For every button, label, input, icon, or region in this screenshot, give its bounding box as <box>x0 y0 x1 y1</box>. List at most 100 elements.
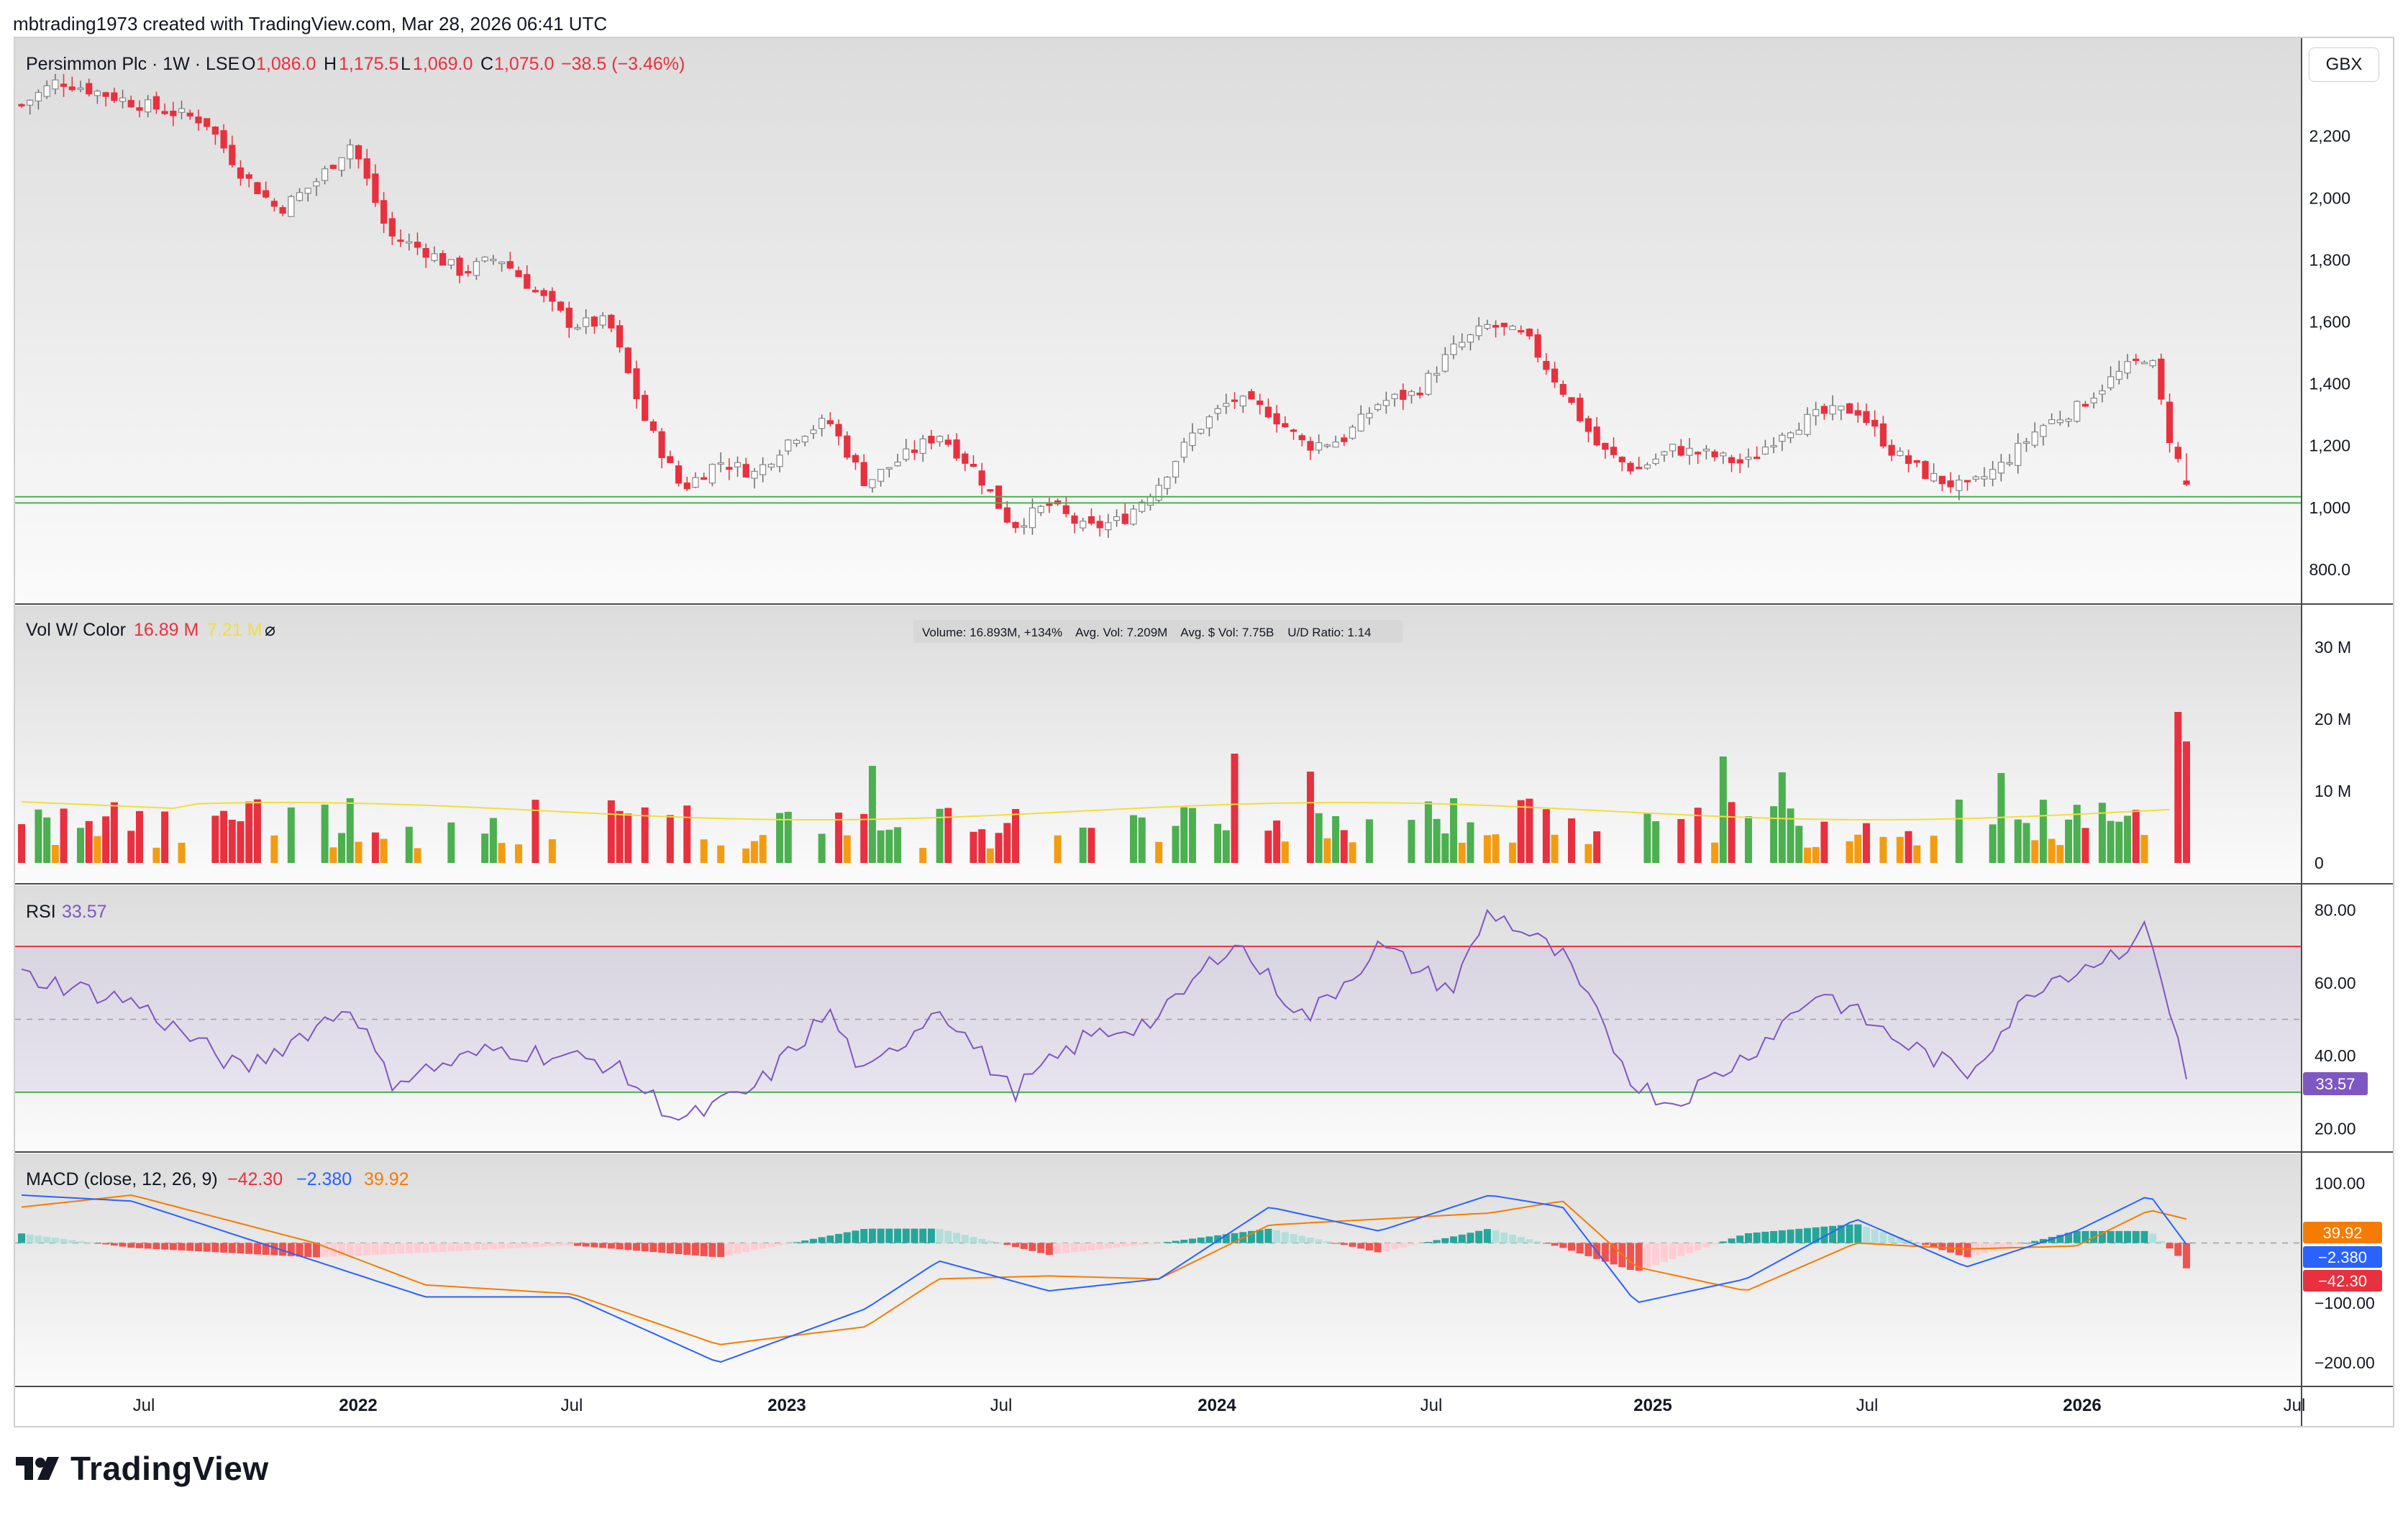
currency-button[interactable]: GBX <box>2309 47 2379 82</box>
macd-hist-bar <box>978 1238 986 1243</box>
candle-body <box>1745 457 1752 460</box>
volume-bar <box>1542 809 1550 863</box>
volume-bar <box>1846 841 1853 863</box>
macd-hist-bar <box>1475 1230 1483 1243</box>
volume-bar <box>2031 840 2039 863</box>
macd-hist-bar <box>750 1243 758 1251</box>
candle-body <box>1602 442 1609 450</box>
macd-hist-bar <box>793 1242 801 1243</box>
macd-hist-bar <box>970 1237 977 1243</box>
macd-hist-bar <box>565 1243 573 1246</box>
candle-body <box>1795 429 1802 435</box>
volume-bar <box>894 827 902 863</box>
volume-bar <box>355 841 362 863</box>
volume-series <box>18 712 2190 863</box>
macd-hist-bar <box>2174 1243 2182 1256</box>
volume-label[interactable]: Vol W/ Color <box>26 620 126 640</box>
macd-hist-bar <box>178 1243 186 1251</box>
macd-hist-bar <box>632 1243 640 1251</box>
candle-body <box>473 261 480 276</box>
candle-body <box>936 436 944 442</box>
ohlc-h-value: 1,175.5 <box>339 54 398 74</box>
volume-bar <box>532 800 539 863</box>
volume-bar <box>346 798 354 863</box>
macd-hist-bar <box>1921 1243 1929 1245</box>
volume-bar <box>1744 816 1752 863</box>
candle-body <box>708 464 716 484</box>
macd-hist-bar <box>279 1243 287 1256</box>
candle-body <box>127 100 134 108</box>
hist-price-tag-text: −42.30 <box>2318 1272 2367 1290</box>
macd-hist-bar <box>1879 1232 1887 1243</box>
macd-hist-bar <box>1534 1241 1542 1243</box>
candle-body <box>102 92 109 97</box>
macd-hist-bar <box>473 1243 480 1251</box>
macd-hist-bar <box>1761 1231 1769 1243</box>
candle-body <box>751 470 758 479</box>
macd-hist-bar <box>2048 1237 2056 1243</box>
candle-body <box>1964 480 1971 483</box>
macd-hist-bar <box>590 1243 598 1248</box>
macd-price-tag-text: −2.380 <box>2318 1248 2367 1266</box>
macd-hist-bar <box>1483 1229 1491 1243</box>
macd-signal-line <box>21 1194 2187 1345</box>
hide-indicator-icon[interactable]: ⌀ <box>265 620 275 640</box>
volume-bar <box>784 811 792 863</box>
macd-hist-bar <box>885 1228 893 1243</box>
macd-label[interactable]: MACD (close, 12, 26, 9) <box>26 1169 218 1189</box>
price-axis-label: 2,200 <box>2309 127 2350 145</box>
macd-hist-bar <box>102 1243 110 1245</box>
macd-hist-bar <box>742 1243 750 1253</box>
macd-hist-bar <box>447 1243 455 1252</box>
volume-bar <box>1012 809 1020 863</box>
macd-hist-bar <box>186 1243 194 1251</box>
candle-body <box>2124 361 2131 374</box>
volume-bar <box>986 848 994 863</box>
candle-body <box>565 307 573 328</box>
volume-bar <box>700 839 708 863</box>
candle-body <box>1812 408 1820 416</box>
candle-body <box>1787 432 1794 439</box>
macd-hist-bar <box>1837 1225 1845 1243</box>
macd-hist-bar <box>1812 1227 1820 1243</box>
candle-body <box>1525 329 1533 337</box>
price-axis-label: 1,200 <box>2309 436 2350 455</box>
macd-hist-bar <box>902 1228 910 1243</box>
candle-body <box>608 314 615 329</box>
price-pane-bg <box>15 38 2301 603</box>
macd-hist-bar <box>717 1243 725 1257</box>
candle-body <box>136 107 143 111</box>
candle-body <box>1997 462 2005 474</box>
volume-bar <box>1770 806 1778 863</box>
macd-hist-bar <box>2031 1240 2039 1243</box>
macd-hist-bar <box>237 1243 245 1254</box>
symbol-label[interactable]: Persimmon Plc · 1W · LSE <box>26 54 240 74</box>
candle-body <box>119 97 127 102</box>
time-axis-label: Jul <box>1420 1396 1443 1415</box>
macd-hist-bar <box>1037 1243 1045 1253</box>
tradingview-logo[interactable]: TradingView <box>14 1449 269 1488</box>
macd-hist-bar <box>1323 1241 1331 1243</box>
volume-bar <box>1273 821 1281 863</box>
candle-body <box>2090 398 2097 403</box>
volume-bar <box>1905 831 1912 863</box>
candle-body <box>953 439 960 459</box>
rsi-label[interactable]: RSI <box>26 902 56 922</box>
candle-body <box>1391 393 1398 399</box>
candle-body <box>1323 444 1331 447</box>
volume-bar <box>489 818 497 863</box>
macd-hist-bar <box>422 1243 430 1253</box>
rsi-axis-label: 80.00 <box>2314 900 2356 919</box>
candle-body <box>372 173 379 204</box>
macd-hist-bar <box>759 1243 767 1249</box>
candle-body <box>1130 508 1137 525</box>
candle-body <box>1475 325 1482 337</box>
candle-body <box>642 395 649 421</box>
candle-body <box>1879 423 1887 447</box>
volume-bar <box>2132 810 2140 863</box>
candle-body <box>363 158 370 179</box>
candle-body <box>195 116 202 124</box>
macd-hist-bar <box>85 1242 93 1243</box>
volume-bar <box>1332 815 1340 863</box>
